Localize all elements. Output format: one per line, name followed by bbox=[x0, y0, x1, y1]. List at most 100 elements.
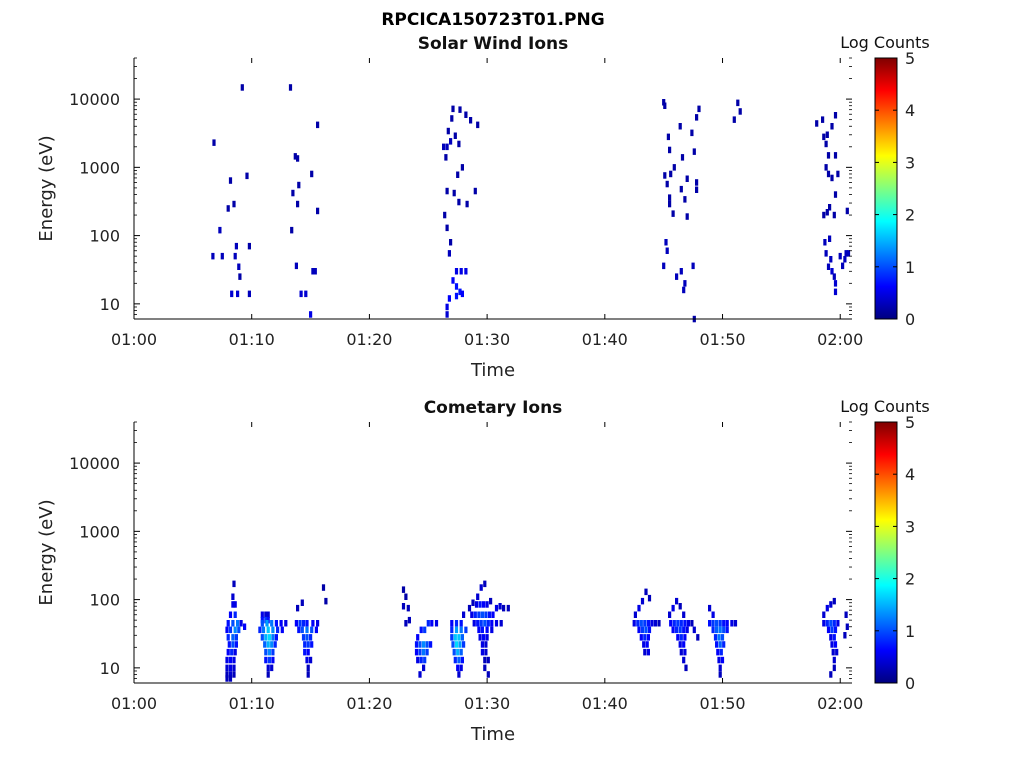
data-cell bbox=[471, 599, 475, 606]
y-tick-label: 10000 bbox=[69, 454, 120, 473]
data-cell bbox=[294, 620, 298, 627]
panel-title: Cometary Ions bbox=[424, 398, 563, 418]
data-cell bbox=[472, 620, 476, 627]
data-cell bbox=[266, 671, 270, 678]
colorbar-gradient bbox=[874, 421, 898, 684]
data-cell bbox=[483, 664, 487, 672]
data-cell bbox=[826, 263, 831, 270]
data-cell bbox=[717, 634, 721, 641]
data-cell bbox=[266, 664, 270, 672]
data-cell bbox=[732, 116, 736, 123]
data-cell bbox=[498, 603, 502, 610]
data-cell bbox=[646, 620, 650, 627]
data-cell bbox=[695, 186, 699, 193]
data-cell bbox=[447, 295, 451, 302]
data-cell bbox=[239, 620, 243, 627]
data-cell bbox=[633, 611, 637, 618]
data-cell bbox=[478, 601, 482, 608]
data-cell bbox=[231, 601, 235, 608]
data-cell bbox=[832, 597, 836, 605]
data-cell bbox=[227, 641, 231, 648]
data-cell bbox=[836, 620, 840, 627]
data-cell bbox=[826, 626, 831, 634]
data-cell bbox=[844, 250, 848, 257]
data-cell bbox=[460, 634, 464, 641]
data-cell bbox=[266, 611, 270, 618]
data-cell bbox=[683, 648, 687, 656]
data-cell bbox=[482, 634, 486, 641]
data-cell bbox=[484, 611, 488, 618]
data-cell bbox=[830, 174, 834, 182]
data-cell bbox=[646, 648, 650, 656]
x-tick-label: 01:30 bbox=[464, 694, 510, 713]
data-cell bbox=[680, 154, 685, 161]
data-cell bbox=[718, 620, 722, 627]
data-cell bbox=[483, 620, 487, 627]
data-cell bbox=[825, 131, 829, 138]
data-cell bbox=[682, 641, 686, 648]
data-cell bbox=[260, 634, 264, 641]
colorbar: Log Counts 0 1 2 3 4 5 bbox=[840, 397, 930, 693]
y-tick-label: 1000 bbox=[79, 158, 120, 177]
data-cell bbox=[444, 154, 448, 161]
data-cell bbox=[838, 252, 842, 260]
data-cell bbox=[274, 634, 278, 641]
data-cell bbox=[736, 99, 740, 107]
data-cell bbox=[715, 626, 719, 634]
data-cell bbox=[675, 597, 679, 605]
data-cell bbox=[833, 112, 838, 119]
data-cell bbox=[657, 620, 661, 627]
data-cell bbox=[310, 170, 314, 178]
data-cell bbox=[263, 641, 267, 648]
data-cell bbox=[642, 641, 646, 648]
data-cell bbox=[434, 620, 439, 627]
data-cell bbox=[639, 620, 643, 627]
x-tick-label: 01:20 bbox=[346, 694, 392, 713]
x-tick-label: 01:10 bbox=[229, 694, 275, 713]
data-cell bbox=[833, 280, 838, 287]
colorbar-tick-label: 2 bbox=[905, 570, 915, 589]
data-cell bbox=[708, 604, 712, 612]
data-cell bbox=[442, 143, 446, 151]
data-cell bbox=[830, 626, 834, 634]
data-cell bbox=[267, 656, 271, 664]
data-cell bbox=[228, 675, 233, 682]
data-cell bbox=[300, 599, 304, 606]
data-cell bbox=[218, 226, 222, 234]
data-cell bbox=[404, 620, 408, 627]
data-cell bbox=[678, 626, 682, 634]
data-cell bbox=[270, 664, 274, 672]
data-cell bbox=[668, 200, 672, 208]
data-cell bbox=[456, 171, 460, 178]
data-cell bbox=[832, 664, 836, 672]
data-cell bbox=[449, 138, 453, 145]
data-cell bbox=[418, 671, 422, 678]
data-cell bbox=[478, 634, 482, 641]
y-tick-label: 10 bbox=[100, 295, 120, 314]
data-cell bbox=[833, 152, 838, 159]
data-cell bbox=[450, 634, 454, 641]
data-cell bbox=[406, 604, 410, 612]
data-cell bbox=[830, 123, 834, 130]
data-cell bbox=[225, 671, 229, 678]
data-cell bbox=[460, 656, 464, 664]
x-tick-label: 01:50 bbox=[699, 330, 745, 349]
data-cell bbox=[309, 634, 313, 641]
data-cell bbox=[270, 620, 274, 627]
data-cell bbox=[306, 671, 310, 678]
data-cell bbox=[233, 626, 237, 634]
data-cell bbox=[445, 224, 449, 232]
data-cell bbox=[477, 611, 481, 618]
data-cell bbox=[228, 177, 233, 184]
data-cell bbox=[459, 664, 463, 672]
data-cell bbox=[452, 189, 456, 197]
data-cell bbox=[473, 611, 477, 618]
data-cell bbox=[738, 108, 742, 115]
data-cell bbox=[506, 604, 510, 612]
data-cell bbox=[485, 601, 489, 608]
x-tick-label: 01:10 bbox=[229, 330, 275, 349]
data-cell bbox=[718, 641, 722, 648]
data-cell bbox=[316, 121, 320, 129]
data-cell bbox=[640, 626, 645, 634]
data-cell bbox=[228, 611, 233, 618]
